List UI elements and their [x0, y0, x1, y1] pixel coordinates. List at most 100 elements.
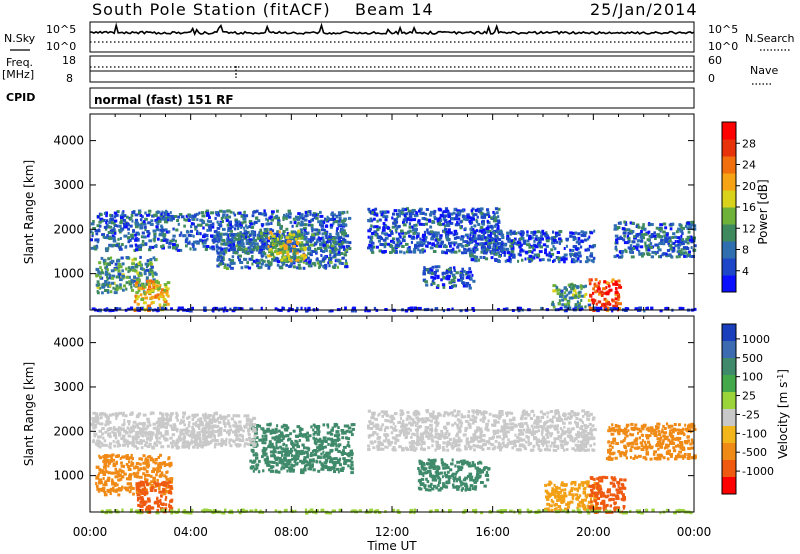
- heatmap-cell: [96, 416, 100, 420]
- heatmap-cell: [462, 217, 467, 221]
- heatmap-cell: [227, 238, 232, 242]
- heatmap-cell: [130, 460, 133, 464]
- heatmap-cell: [117, 272, 122, 276]
- heatmap-cell: [113, 291, 118, 295]
- heatmap-cell: [102, 235, 105, 239]
- heatmap-cell: [160, 434, 163, 438]
- heatmap-cell: [145, 459, 150, 462]
- heatmap-cell: [295, 241, 299, 244]
- heatmap-cell: [234, 223, 238, 227]
- heatmap-cell: [328, 240, 332, 243]
- heatmap-cell: [97, 435, 100, 439]
- heatmap-cell: [332, 236, 336, 240]
- heatmap-cell: [592, 256, 596, 260]
- heatmap-cell: [99, 416, 103, 420]
- heatmap-cell: [461, 251, 465, 255]
- heatmap-cell: [612, 282, 616, 286]
- heatmap-cell: [202, 437, 205, 441]
- heatmap-cell: [333, 461, 337, 465]
- heatmap-cell: [569, 234, 573, 238]
- heatmap-cell: [102, 470, 106, 474]
- heatmap-cell: [377, 239, 381, 243]
- heatmap-cell: [693, 224, 697, 228]
- heatmap-cell: [165, 302, 170, 306]
- heatmap-cell: [334, 423, 338, 427]
- heatmap-cell: [486, 243, 489, 247]
- heatmap-cell: [424, 280, 428, 284]
- heatmap-cell: [215, 244, 219, 248]
- heatmap-cell: [164, 209, 168, 213]
- heatmap-cell: [639, 235, 643, 239]
- heatmap-cell: [185, 443, 189, 447]
- heatmap-cell: [307, 264, 312, 268]
- heatmap-cell: [345, 436, 348, 440]
- heatmap-cell: [136, 471, 140, 475]
- heatmap-cell: [475, 255, 479, 259]
- heatmap-cell: [497, 231, 500, 234]
- heatmap-cell: [418, 209, 421, 213]
- heatmap-cell: [146, 483, 149, 486]
- heatmap-cell: [94, 247, 98, 251]
- heatmap-cell: [393, 218, 397, 222]
- heatmap-cell: [200, 443, 204, 447]
- heatmap-cell: [586, 257, 589, 261]
- heatmap-cell: [587, 303, 592, 307]
- heatmap-cell: [263, 245, 267, 249]
- heatmap-cell: [490, 216, 493, 220]
- heatmap-cell: [327, 261, 330, 265]
- heatmap-cell: [265, 263, 269, 267]
- heatmap-cell: [311, 229, 314, 233]
- heatmap-cell: [210, 234, 214, 238]
- heatmap-cell: [329, 432, 334, 436]
- heatmap-cell: [540, 306, 543, 310]
- heatmap-cell: [144, 228, 147, 232]
- heatmap-cell: [118, 265, 123, 269]
- heatmap-cell: [158, 441, 162, 445]
- heatmap-cell: [287, 257, 291, 261]
- heatmap-cell: [451, 273, 456, 277]
- heatmap-cell: [242, 248, 245, 252]
- heatmap-cell: [394, 249, 398, 253]
- heatmap-cell: [107, 257, 111, 261]
- heatmap-cell: [116, 259, 120, 263]
- heatmap-cell: [422, 278, 427, 282]
- heatmap-cell: [130, 278, 133, 282]
- heatmap-cell: [370, 250, 375, 254]
- heatmap-cell: [382, 215, 386, 218]
- heatmap-cell: [506, 231, 509, 235]
- heatmap-cell: [226, 237, 229, 241]
- heatmap-cell: [474, 248, 477, 252]
- heatmap-cell: [681, 307, 685, 310]
- heatmap-cell: [159, 425, 163, 429]
- heatmap-cell: [598, 292, 601, 296]
- heatmap-cell: [425, 244, 429, 248]
- heatmap-cell: [297, 212, 301, 216]
- heatmap-cell: [266, 457, 269, 461]
- heatmap-cell: [545, 237, 550, 241]
- heatmap-cell: [111, 480, 115, 484]
- heatmap-cell: [322, 238, 325, 242]
- heatmap-cell: [378, 218, 382, 222]
- heatmap-cell: [539, 239, 542, 243]
- heatmap-cell: [263, 228, 267, 231]
- heatmap-cell: [274, 470, 279, 474]
- heatmap-cell: [115, 461, 118, 465]
- heatmap-cell: [435, 269, 439, 273]
- heatmap-cell: [217, 251, 221, 255]
- heatmap-cell: [417, 306, 422, 310]
- heatmap-cell: [602, 287, 606, 291]
- heatmap-cell: [412, 231, 416, 235]
- heatmap-cell: [456, 221, 459, 224]
- heatmap-cell: [266, 227, 269, 231]
- heatmap-cell: [687, 230, 691, 234]
- heatmap-cell: [135, 424, 139, 428]
- heatmap-cell: [321, 439, 325, 443]
- heatmap-cell: [482, 228, 485, 232]
- heatmap-cell: [233, 227, 237, 231]
- heatmap-cell: [222, 309, 225, 313]
- heatmap-cell: [123, 440, 127, 444]
- heatmap-cell: [484, 236, 488, 240]
- heatmap-cell: [188, 421, 191, 424]
- heatmap-cell: [156, 429, 161, 433]
- heatmap-cell: [94, 442, 98, 446]
